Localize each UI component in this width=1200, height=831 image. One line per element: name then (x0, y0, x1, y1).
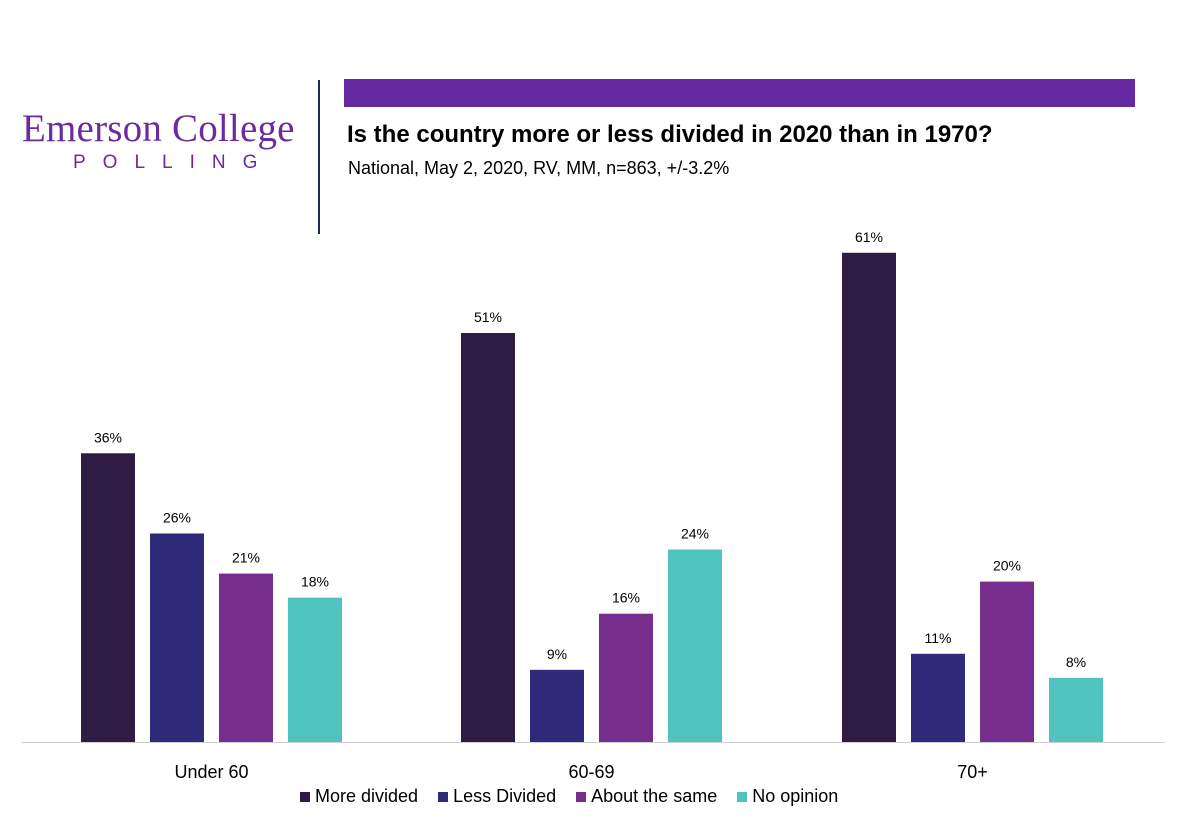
brand-name: Emerson College (22, 107, 295, 150)
bar-no-opinion-70- (1049, 677, 1103, 742)
bar-no-opinion-60-69 (668, 549, 722, 742)
bar-less-divided-under-60 (150, 533, 204, 742)
legend-swatch (300, 791, 310, 802)
bar-about-the-same-under-60 (219, 573, 273, 742)
data-label: 21% (232, 550, 260, 566)
x-tick-label: Under 60 (174, 762, 248, 782)
data-label: 8% (1066, 654, 1086, 670)
chart-legend: More divided Less Divided About the same No… (300, 786, 858, 807)
brand-subtitle: POLLING (73, 152, 275, 173)
data-label: 24% (681, 526, 709, 542)
data-label: 16% (612, 590, 640, 606)
legend-item: More divided (300, 786, 418, 807)
legend-label: No opinion (752, 786, 839, 806)
bar-no-opinion-under-60 (288, 597, 342, 742)
data-label: 9% (547, 646, 567, 662)
data-label: 61% (855, 229, 883, 245)
bar-more-divided-70- (842, 252, 896, 742)
data-label: 11% (925, 630, 952, 646)
legend-label: Less Divided (453, 786, 557, 806)
legend-item: No opinion (737, 786, 838, 807)
data-label: 18% (301, 574, 329, 590)
chart-title: Is the country more or less divided in 2… (347, 121, 993, 148)
bar-about-the-same-60-69 (599, 613, 653, 742)
chart-subtitle: National, May 2, 2020, RV, MM, n=863, +/… (348, 158, 730, 178)
legend-swatch (438, 791, 449, 802)
bar-more-divided-under-60 (81, 453, 135, 742)
data-label: 51% (474, 309, 502, 325)
bar-less-divided-60-69 (530, 669, 584, 742)
legend-label: About the same (591, 786, 718, 806)
x-tick-label: 60-69 (568, 762, 614, 782)
bar-more-divided-60-69 (461, 332, 515, 742)
x-tick-label: 70+ (957, 762, 988, 782)
bar-about-the-same-70- (980, 581, 1034, 742)
legend-item: About the same (576, 786, 717, 807)
legend-swatch (576, 791, 587, 802)
data-label: 36% (94, 429, 122, 445)
legend-item: Less Divided (438, 786, 556, 807)
legend-label: More divided (315, 786, 419, 806)
bar-less-divided-70- (911, 653, 965, 742)
legend-swatch (737, 791, 748, 802)
data-label: 26% (163, 509, 191, 525)
accent-bar (344, 79, 1135, 107)
data-label: 20% (993, 558, 1021, 574)
header-divider (318, 80, 320, 234)
